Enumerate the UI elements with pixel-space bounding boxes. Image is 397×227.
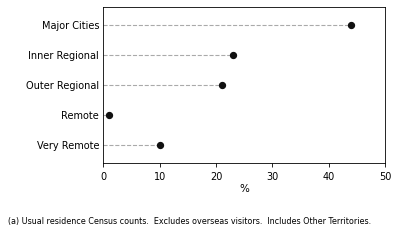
Point: [156, 143, 163, 147]
X-axis label: %: %: [239, 184, 249, 194]
Point: [106, 114, 112, 117]
Text: (a) Usual residence Census counts.  Excludes overseas visitors.  Includes Other : (a) Usual residence Census counts. Exclu…: [8, 217, 371, 226]
Point: [218, 83, 225, 87]
Point: [230, 53, 236, 57]
Point: [348, 23, 355, 27]
